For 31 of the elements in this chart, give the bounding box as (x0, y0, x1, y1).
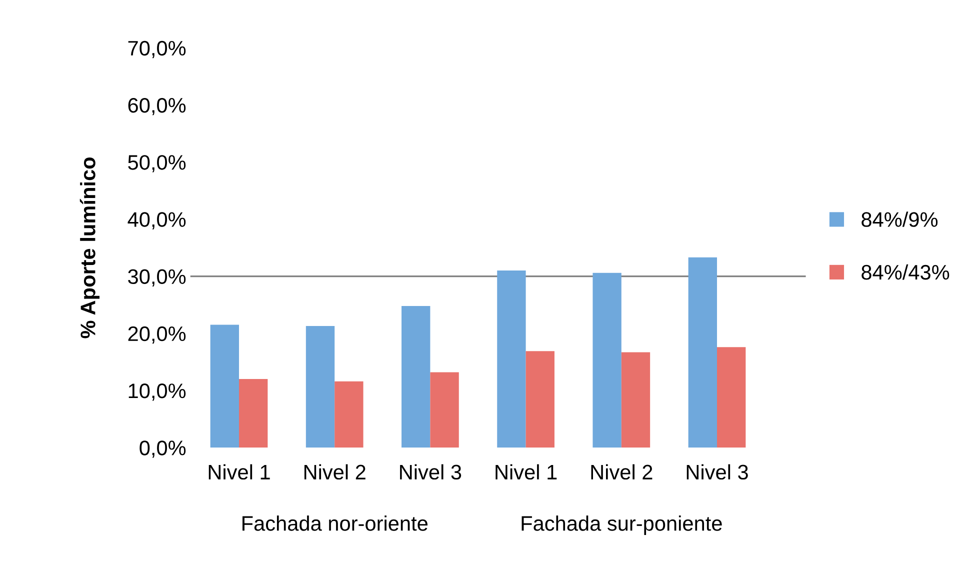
legend-label: 84%/43% (862, 264, 950, 280)
bar (688, 257, 717, 448)
y-tick-label: 10,0% (128, 383, 186, 401)
x-tick-label: Nivel 1 (208, 464, 270, 480)
x-tick-label: Nivel 3 (400, 464, 462, 480)
y-tick-label: 20,0% (128, 326, 186, 344)
text: Fachada nor-oriente (242, 516, 428, 531)
y-tick-label: 40,0% (128, 212, 186, 230)
bar (402, 306, 430, 448)
y-axis-title: % Aporte lumínico (80, 157, 100, 338)
bar (239, 379, 268, 448)
bar (497, 270, 526, 448)
x-tick-label: Nivel 3 (686, 464, 748, 480)
y-tick-label: 70,0% (128, 40, 186, 58)
x-tick-label: Nivel 2 (591, 464, 652, 480)
y-tick-label: 50,0% (128, 155, 186, 172)
bar (592, 272, 622, 448)
bar (430, 372, 459, 448)
y-tick-label: 30,0% (128, 269, 186, 286)
x-tick-label: Nivel 2 (304, 464, 366, 480)
y-tick-label: 0,0% (140, 440, 186, 458)
y-tick-label: 60,0% (128, 98, 186, 116)
bar (306, 326, 335, 448)
text: Fachada sur-poniente (522, 516, 722, 535)
bar (526, 351, 554, 448)
legend-label: 84%/9% (862, 212, 938, 227)
bar (621, 352, 650, 448)
bar (210, 324, 239, 448)
bar (334, 381, 364, 448)
bar (717, 347, 746, 448)
x-tick-label: Nivel 1 (496, 464, 557, 480)
